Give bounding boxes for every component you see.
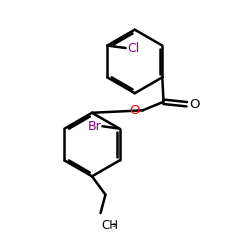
Text: O: O	[129, 104, 140, 117]
Text: ₃: ₃	[111, 219, 115, 229]
Text: Br: Br	[88, 120, 101, 133]
Text: Cl: Cl	[127, 42, 139, 54]
Text: CH: CH	[102, 219, 119, 232]
Text: O: O	[190, 98, 200, 111]
